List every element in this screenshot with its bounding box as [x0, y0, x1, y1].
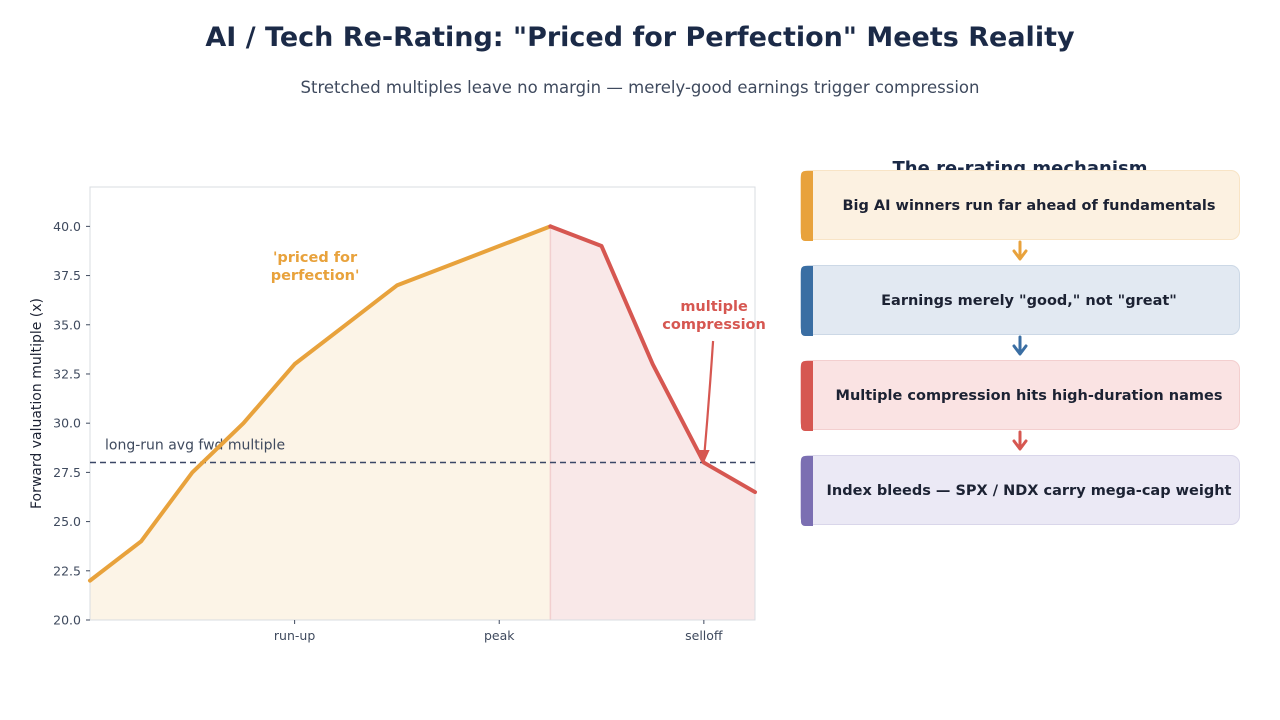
y-tick-label: 20.0: [53, 613, 81, 628]
y-tick-label: 37.5: [53, 268, 81, 283]
step-accent-bar: [801, 456, 813, 526]
x-tick-label: run-up: [274, 628, 315, 643]
arrow-down-icon: [1012, 335, 1028, 356]
page-title: AI / Tech Re-Rating: "Priced for Perfect…: [205, 22, 1075, 53]
y-tick-label: 40.0: [53, 219, 81, 234]
annotation-arrowhead: [698, 450, 710, 463]
annotation-0: 'priced for perfection': [271, 250, 360, 284]
step-multiple-compression: Multiple compression hits high-duration …: [800, 360, 1240, 431]
shaded-region-0: [90, 226, 551, 620]
step-earnings-good: Earnings merely "good," not "great": [800, 265, 1240, 336]
y-tick-label: 25.0: [53, 514, 81, 529]
step-label: Big AI winners run far ahead of fundamen…: [842, 198, 1216, 214]
y-axis-label: Forward valuation multiple (x): [29, 298, 45, 509]
y-tick-label: 22.5: [53, 563, 81, 578]
annotation-line: perfection': [271, 268, 360, 284]
annotation-line: 'priced for: [273, 250, 358, 266]
step-label: Index bleeds — SPX / NDX carry mega-cap …: [826, 483, 1232, 499]
shaded-region-1: [550, 226, 755, 620]
reference-line-label: long-run avg fwd multiple: [105, 438, 285, 454]
y-tick-label: 32.5: [53, 366, 81, 381]
annotation-line: compression: [662, 317, 766, 333]
y-tick-label: 30.0: [53, 416, 81, 431]
step-label: Earnings merely "good," not "great": [881, 293, 1177, 309]
annotation-arrow: [702, 340, 715, 461]
arrow-down-icon: [1012, 430, 1028, 451]
y-tick-label: 27.5: [53, 465, 81, 480]
annotation-line: multiple: [680, 299, 748, 315]
step-accent-bar: [801, 171, 813, 241]
series-line-0: [88, 224, 553, 583]
step-index-bleeds: Index bleeds — SPX / NDX carry mega-cap …: [800, 455, 1240, 526]
y-tick-label: 35.0: [53, 317, 81, 332]
annotation-1: multiple compression: [662, 299, 766, 333]
step-run-ahead: Big AI winners run far ahead of fundamen…: [800, 170, 1240, 241]
step-label: Multiple compression hits high-duration …: [835, 388, 1223, 404]
plot-frame: [89, 186, 756, 621]
page-subtitle: Stretched multiples leave no margin — me…: [300, 78, 980, 97]
x-tick-label: selloff: [685, 628, 723, 643]
x-tick-label: peak: [484, 628, 515, 643]
step-accent-bar: [801, 361, 813, 431]
arrow-down-icon: [1012, 240, 1028, 261]
step-accent-bar: [801, 266, 813, 336]
